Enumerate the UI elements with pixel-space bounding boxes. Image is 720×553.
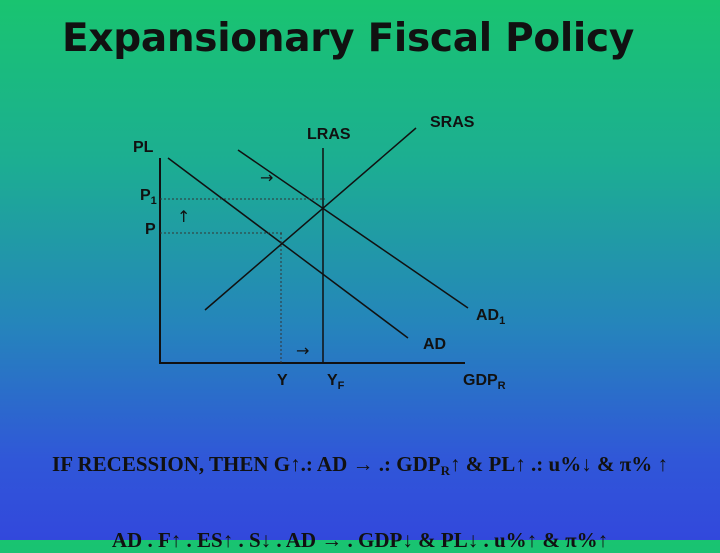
output-right-arrow-icon: → [296,341,310,360]
p-label: P [145,221,156,238]
ad-curve [167,157,409,339]
p1-label: P1 [140,187,157,207]
sras-curve [204,127,417,311]
ad1-label: AD1 [476,307,506,327]
ad1-curve [237,149,469,309]
page-title: Expansionary Fiscal Policy [62,16,634,61]
fiscal-policy-graph [159,127,469,364]
policy-caption: IF RECESSION, THEN G↑.: AD → .: GDPR↑ & … [52,452,668,478]
cutoff-caption: AD . F↑ . ES↑ . S↓ . AD → . GDP↓ & PL↓ .… [111,528,609,552]
lras-label: LRAS [307,126,351,143]
y-label: Y [277,372,288,389]
pl-axis-label: PL [133,139,154,156]
price-up-arrow-icon: ↑ [177,207,191,226]
sras-label: SRAS [430,114,475,131]
gdpr-axis-label: GDPR [463,372,506,392]
yf-label: YF [327,372,345,392]
ad-label: AD [423,336,447,353]
shift-right-arrow-icon: → [260,168,274,187]
